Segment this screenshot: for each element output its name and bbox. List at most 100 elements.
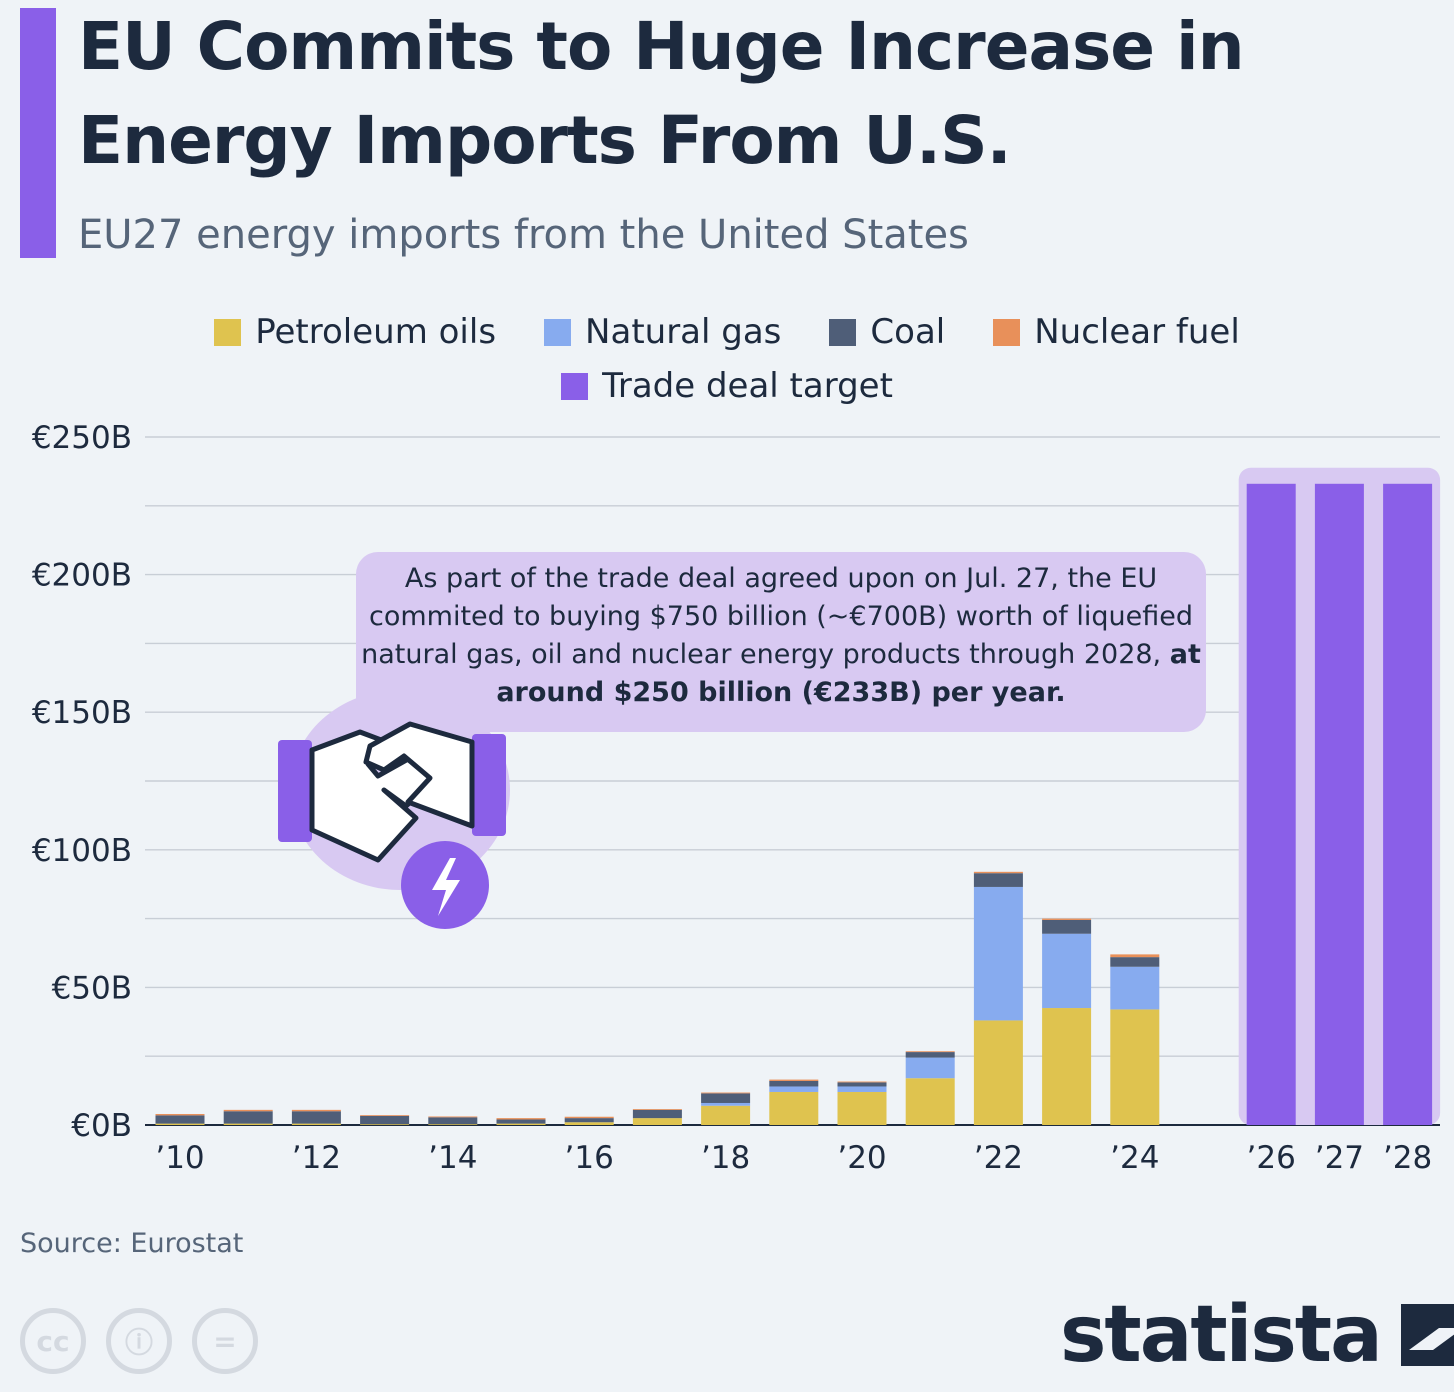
chart-bars [155,483,1433,1125]
chart-legend-row-2: Trade deal target [0,366,1454,406]
bar-segment [973,886,1023,1021]
bar-segment [701,1093,751,1103]
bar-segment [360,1115,410,1125]
bar-segment [973,1020,1023,1125]
legend-item-petroleum: Petroleum oils [214,312,496,352]
bar-segment [155,1115,205,1124]
statista-logo[interactable]: statista [1060,1290,1454,1380]
bar-segment [428,1124,478,1125]
legend-swatch-gas [544,318,572,346]
bar-segment [155,1123,205,1125]
callout-text: As part of the trade deal agreed upon on… [356,560,1206,712]
bar-segment [701,1092,751,1094]
bar-segment [1110,954,1160,958]
x-tick-label: ’18 [701,1140,750,1176]
legend-label-nuclear: Nuclear fuel [1034,312,1240,352]
y-tick-label: €250B [32,420,132,456]
bar-segment [837,1082,887,1087]
legend-swatch-nuclear [993,318,1021,346]
attribution-icon[interactable]: ⓘ [106,1308,172,1374]
callout-body: As part of the trade deal agreed upon on… [361,563,1193,670]
x-tick-label: ’10 [155,1140,204,1176]
bar-segment [632,1109,682,1119]
chart-plot: €0B €50B €100B €150B €200B €250B ’10 ’12 ’14 ’16 ’… [32,420,1441,1176]
bar-segment [1110,1009,1160,1125]
x-tick-label: ’27 [1315,1140,1364,1176]
legend-swatch-target [561,372,589,400]
bar-segment [360,1124,410,1125]
cc-license-icon[interactable]: cc [20,1308,86,1374]
legend-item-target: Trade deal target [561,366,893,406]
bar-segment [701,1102,751,1106]
x-tick-label: ’14 [428,1140,477,1176]
bar-segment [428,1117,478,1125]
bar-segment [837,1081,887,1083]
bar-segment [769,1086,819,1092]
handshake-icon [278,721,506,863]
handshake-illustration [278,690,510,929]
bar-segment [223,1123,273,1125]
bar-segment [1042,918,1092,920]
bar-segment [564,1122,614,1125]
bar-segment [905,1051,955,1053]
bar-segment [428,1116,478,1118]
bar-segment [1042,919,1092,934]
bar-segment [973,871,1023,874]
bar-segment [769,1080,819,1087]
x-tick-label: ’22 [974,1140,1023,1176]
bar-segment [496,1119,546,1124]
bar-segment [360,1115,410,1116]
lightning-icon [401,841,489,929]
y-tick-label: €50B [52,970,132,1006]
bar-segment [973,873,1023,887]
statista-wordmark: statista [1060,1290,1383,1380]
bar-segment [1246,483,1296,1125]
bar-segment [291,1123,341,1125]
callout-highlight: at around $250 billion (€233B) per year. [496,639,1201,708]
bar-segment [1110,966,1160,1010]
bar-segment [632,1109,682,1110]
legend-item-gas: Natural gas [544,312,781,352]
bar-segment [837,1091,887,1125]
bar-segment [155,1113,205,1116]
bar-segment [1042,933,1092,1009]
y-tick-label: €200B [32,558,132,594]
bar-segment [291,1109,341,1112]
x-tick-label: ’12 [292,1140,341,1176]
legend-label-coal: Coal [870,312,946,352]
bar-segment [905,1078,955,1125]
legend-label-petroleum: Petroleum oils [255,312,497,352]
source-label: Source: Eurostat [20,1228,244,1259]
title-accent-bar [20,8,56,258]
bar-segment [632,1118,682,1125]
bar-segment [1383,483,1433,1125]
y-tick-label: €100B [32,833,132,869]
bar-segment [837,1086,887,1092]
bar-segment [905,1052,955,1058]
bar-segment [1110,957,1160,967]
bar-segment [291,1111,341,1124]
x-tick-label: ’20 [837,1140,886,1176]
callout-box [356,552,1206,732]
bar-segment [223,1111,273,1124]
legend-item-coal: Coal [829,312,945,352]
bar-segment [1042,1008,1092,1125]
legend-swatch-coal [829,318,857,346]
legend-label-target: Trade deal target [602,366,893,406]
legend-swatch-petroleum [214,318,242,346]
bar-segment [905,1057,955,1079]
bar-segment [769,1091,819,1125]
x-tick-label: ’24 [1110,1140,1159,1176]
chart-axes: €0B €50B €100B €150B €200B €250B ’10 ’12 ’14 ’16 ’… [32,420,1432,1176]
legend-item-nuclear: Nuclear fuel [993,312,1240,352]
bar-segment [496,1118,546,1120]
legend-label-gas: Natural gas [585,312,782,352]
license-icons: cc ⓘ = [20,1308,258,1374]
no-derivatives-icon[interactable]: = [192,1308,258,1374]
bar-segment [1314,483,1364,1125]
y-tick-label: €150B [32,695,132,731]
statista-mark-icon [1400,1304,1454,1366]
x-tick-label: ’26 [1247,1140,1296,1176]
page-title: EU Commits to Huge Increase in Energy Im… [78,8,1245,179]
bar-segment [701,1105,751,1125]
